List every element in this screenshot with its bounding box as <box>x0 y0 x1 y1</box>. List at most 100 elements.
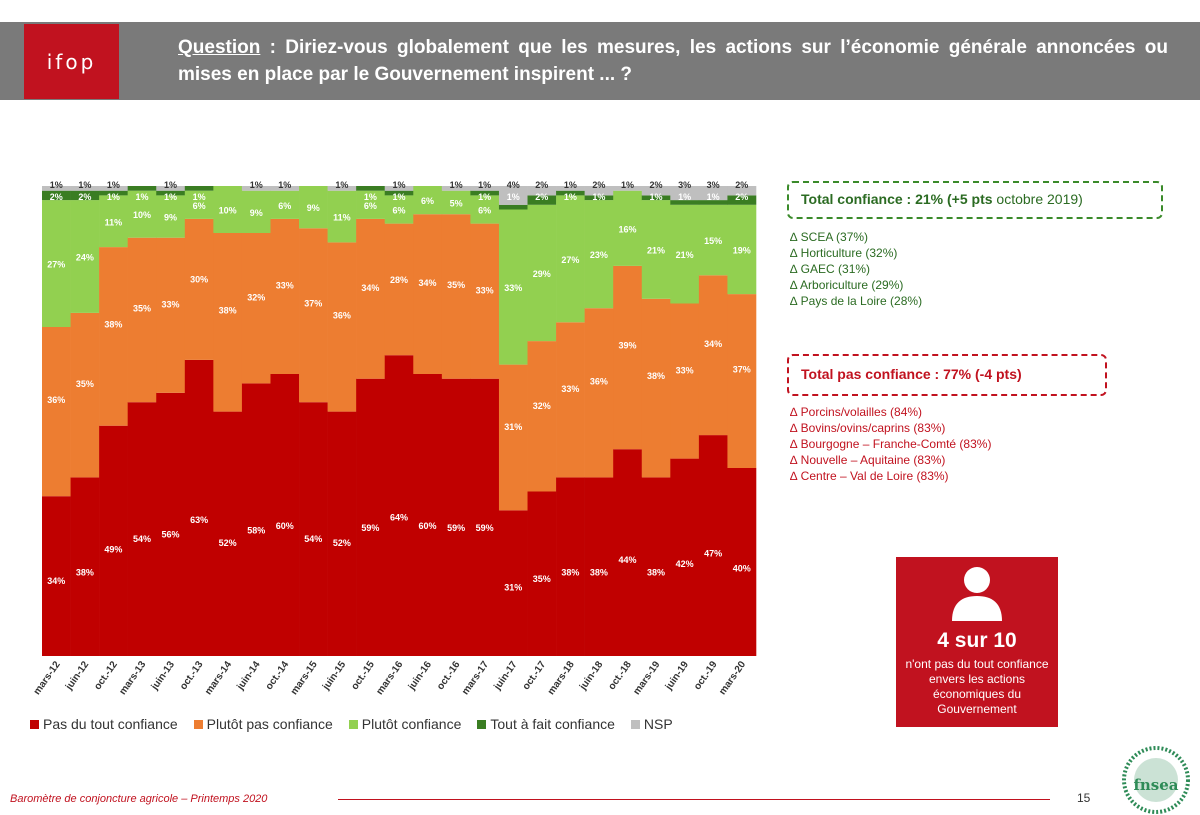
segment-plutot <box>641 200 671 299</box>
total-confiance-label: Total confiance : 21% ( <box>801 191 952 207</box>
segment-tout-a-fait <box>556 190 585 196</box>
x-tick-label: mars-16 <box>374 659 405 697</box>
confiance-list: ∆ SCEA (37%) ∆ Horticulture (32%) ∆ GAEC… <box>790 229 922 309</box>
data-label: 44% <box>618 555 636 565</box>
x-tick-label: mars-14 <box>203 659 234 697</box>
total-pas-confiance-box: Total pas confiance : 77% (-4 pts) <box>787 354 1107 396</box>
segment-pas-du-tout <box>70 477 100 656</box>
data-label: 56% <box>162 530 180 540</box>
segment-pas-du-tout <box>356 378 386 656</box>
total-confiance-box: Total confiance : 21% (+5 pts octobre 20… <box>787 181 1163 219</box>
list-item: ∆ Horticulture (32%) <box>790 246 898 260</box>
list-item: ∆ Pays de la Loire (28%) <box>790 294 923 308</box>
data-label: 33% <box>276 281 294 291</box>
data-label: 3% <box>707 180 720 190</box>
data-label: 63% <box>190 515 208 525</box>
data-label: 2% <box>592 180 605 190</box>
data-label: 42% <box>676 559 694 569</box>
legend-label: Pas du tout confiance <box>43 716 178 732</box>
segment-tout-a-fait <box>42 190 71 201</box>
data-label: 59% <box>361 523 379 533</box>
question-text: Question : Diriez-vous globalement que l… <box>178 34 1168 88</box>
segment-nsp <box>527 186 557 196</box>
x-tick-label: mars-19 <box>631 659 662 697</box>
data-label: 38% <box>647 568 665 578</box>
x-tick-label: juin-16 <box>406 659 434 693</box>
data-label: 27% <box>561 255 579 265</box>
highlight-text: n'ont pas du tout confiance envers les a… <box>905 657 1049 716</box>
x-tick-label: oct.-17 <box>521 659 549 692</box>
segment-plutot-pas <box>670 303 700 459</box>
legend-swatch <box>193 719 203 729</box>
data-label: 54% <box>304 534 322 544</box>
segment-pas-du-tout <box>670 458 700 656</box>
data-label: 1% <box>478 180 491 190</box>
data-label: 30% <box>190 274 208 284</box>
segment-plutot-pas <box>556 322 585 478</box>
data-label: 1% <box>278 180 291 190</box>
data-label: 15% <box>704 236 722 246</box>
data-label: 33% <box>476 285 494 295</box>
data-label: 40% <box>733 563 751 573</box>
segment-plutot-pas <box>241 233 271 384</box>
x-tick-label: oct.-16 <box>435 659 463 692</box>
segment-pas-du-tout <box>327 411 357 656</box>
x-tick-label: juin-19 <box>663 659 691 693</box>
segment-pas-du-tout <box>127 402 157 656</box>
segment-plutot-pas <box>613 265 643 450</box>
segment-pas-du-tout <box>99 425 128 656</box>
segment-nsp <box>498 186 528 205</box>
x-tick-label: oct.-15 <box>349 659 377 692</box>
legend-label: Tout à fait confiance <box>490 716 615 732</box>
list-item: ∆ SCEA (37%) <box>790 230 869 244</box>
segment-plutot-pas <box>156 237 186 393</box>
data-label: 1% <box>164 192 177 202</box>
segment-pas-du-tout <box>527 491 557 656</box>
x-tick-label: oct.-18 <box>606 659 634 692</box>
ifop-logo: ifop <box>24 24 119 99</box>
header-bar <box>0 22 1200 100</box>
data-label: 6% <box>193 201 206 211</box>
x-tick-label: juin-14 <box>235 659 263 693</box>
total-confiance-title: Total confiance : 21% (+5 pts octobre 20… <box>801 191 1083 207</box>
segment-tout-a-fait <box>356 186 386 191</box>
data-label: 6% <box>392 206 405 216</box>
data-label: 58% <box>247 525 265 535</box>
total-confiance-ref: octobre 2019) <box>992 191 1083 207</box>
segment-tout-a-fait <box>670 200 700 205</box>
data-label: 33% <box>162 299 180 309</box>
segment-pas-du-tout <box>413 374 443 656</box>
data-label: 35% <box>533 574 551 584</box>
data-label: 39% <box>618 340 636 350</box>
segment-plutot <box>441 190 471 215</box>
fnsea-logo: fnsea <box>1122 746 1190 814</box>
data-label: 1% <box>164 180 177 190</box>
data-label: 32% <box>247 293 265 303</box>
x-tick-label: juin-18 <box>577 659 605 693</box>
data-label: 49% <box>104 544 122 554</box>
segment-plutot <box>698 204 728 276</box>
question-label: Question <box>178 37 261 58</box>
list-item: ∆ Bourgogne – Franche-Comté (83%) <box>790 437 992 451</box>
data-label: 6% <box>364 201 377 211</box>
segment-tout-a-fait <box>70 190 100 201</box>
segment-plutot-pas <box>99 247 128 426</box>
x-tick-label: juin-12 <box>63 659 91 693</box>
data-label: 1% <box>392 180 405 190</box>
data-label: 35% <box>133 304 151 314</box>
total-confiance-pts: +5 pts <box>951 191 993 207</box>
data-label: 2% <box>735 180 748 190</box>
data-label: 35% <box>76 379 94 389</box>
segment-tout-a-fait <box>584 195 614 201</box>
data-label: 35% <box>447 280 465 290</box>
segment-plutot <box>413 186 443 215</box>
data-label: 1% <box>392 192 405 202</box>
segment-tout-a-fait <box>184 186 214 191</box>
segment-plutot <box>327 190 357 243</box>
segment-plutot-pas <box>384 223 414 356</box>
segment-plutot <box>156 195 186 238</box>
data-label: 36% <box>590 376 608 386</box>
segment-pas-du-tout <box>698 435 728 656</box>
data-label: 2% <box>50 192 63 202</box>
segment-plutot <box>727 204 757 295</box>
